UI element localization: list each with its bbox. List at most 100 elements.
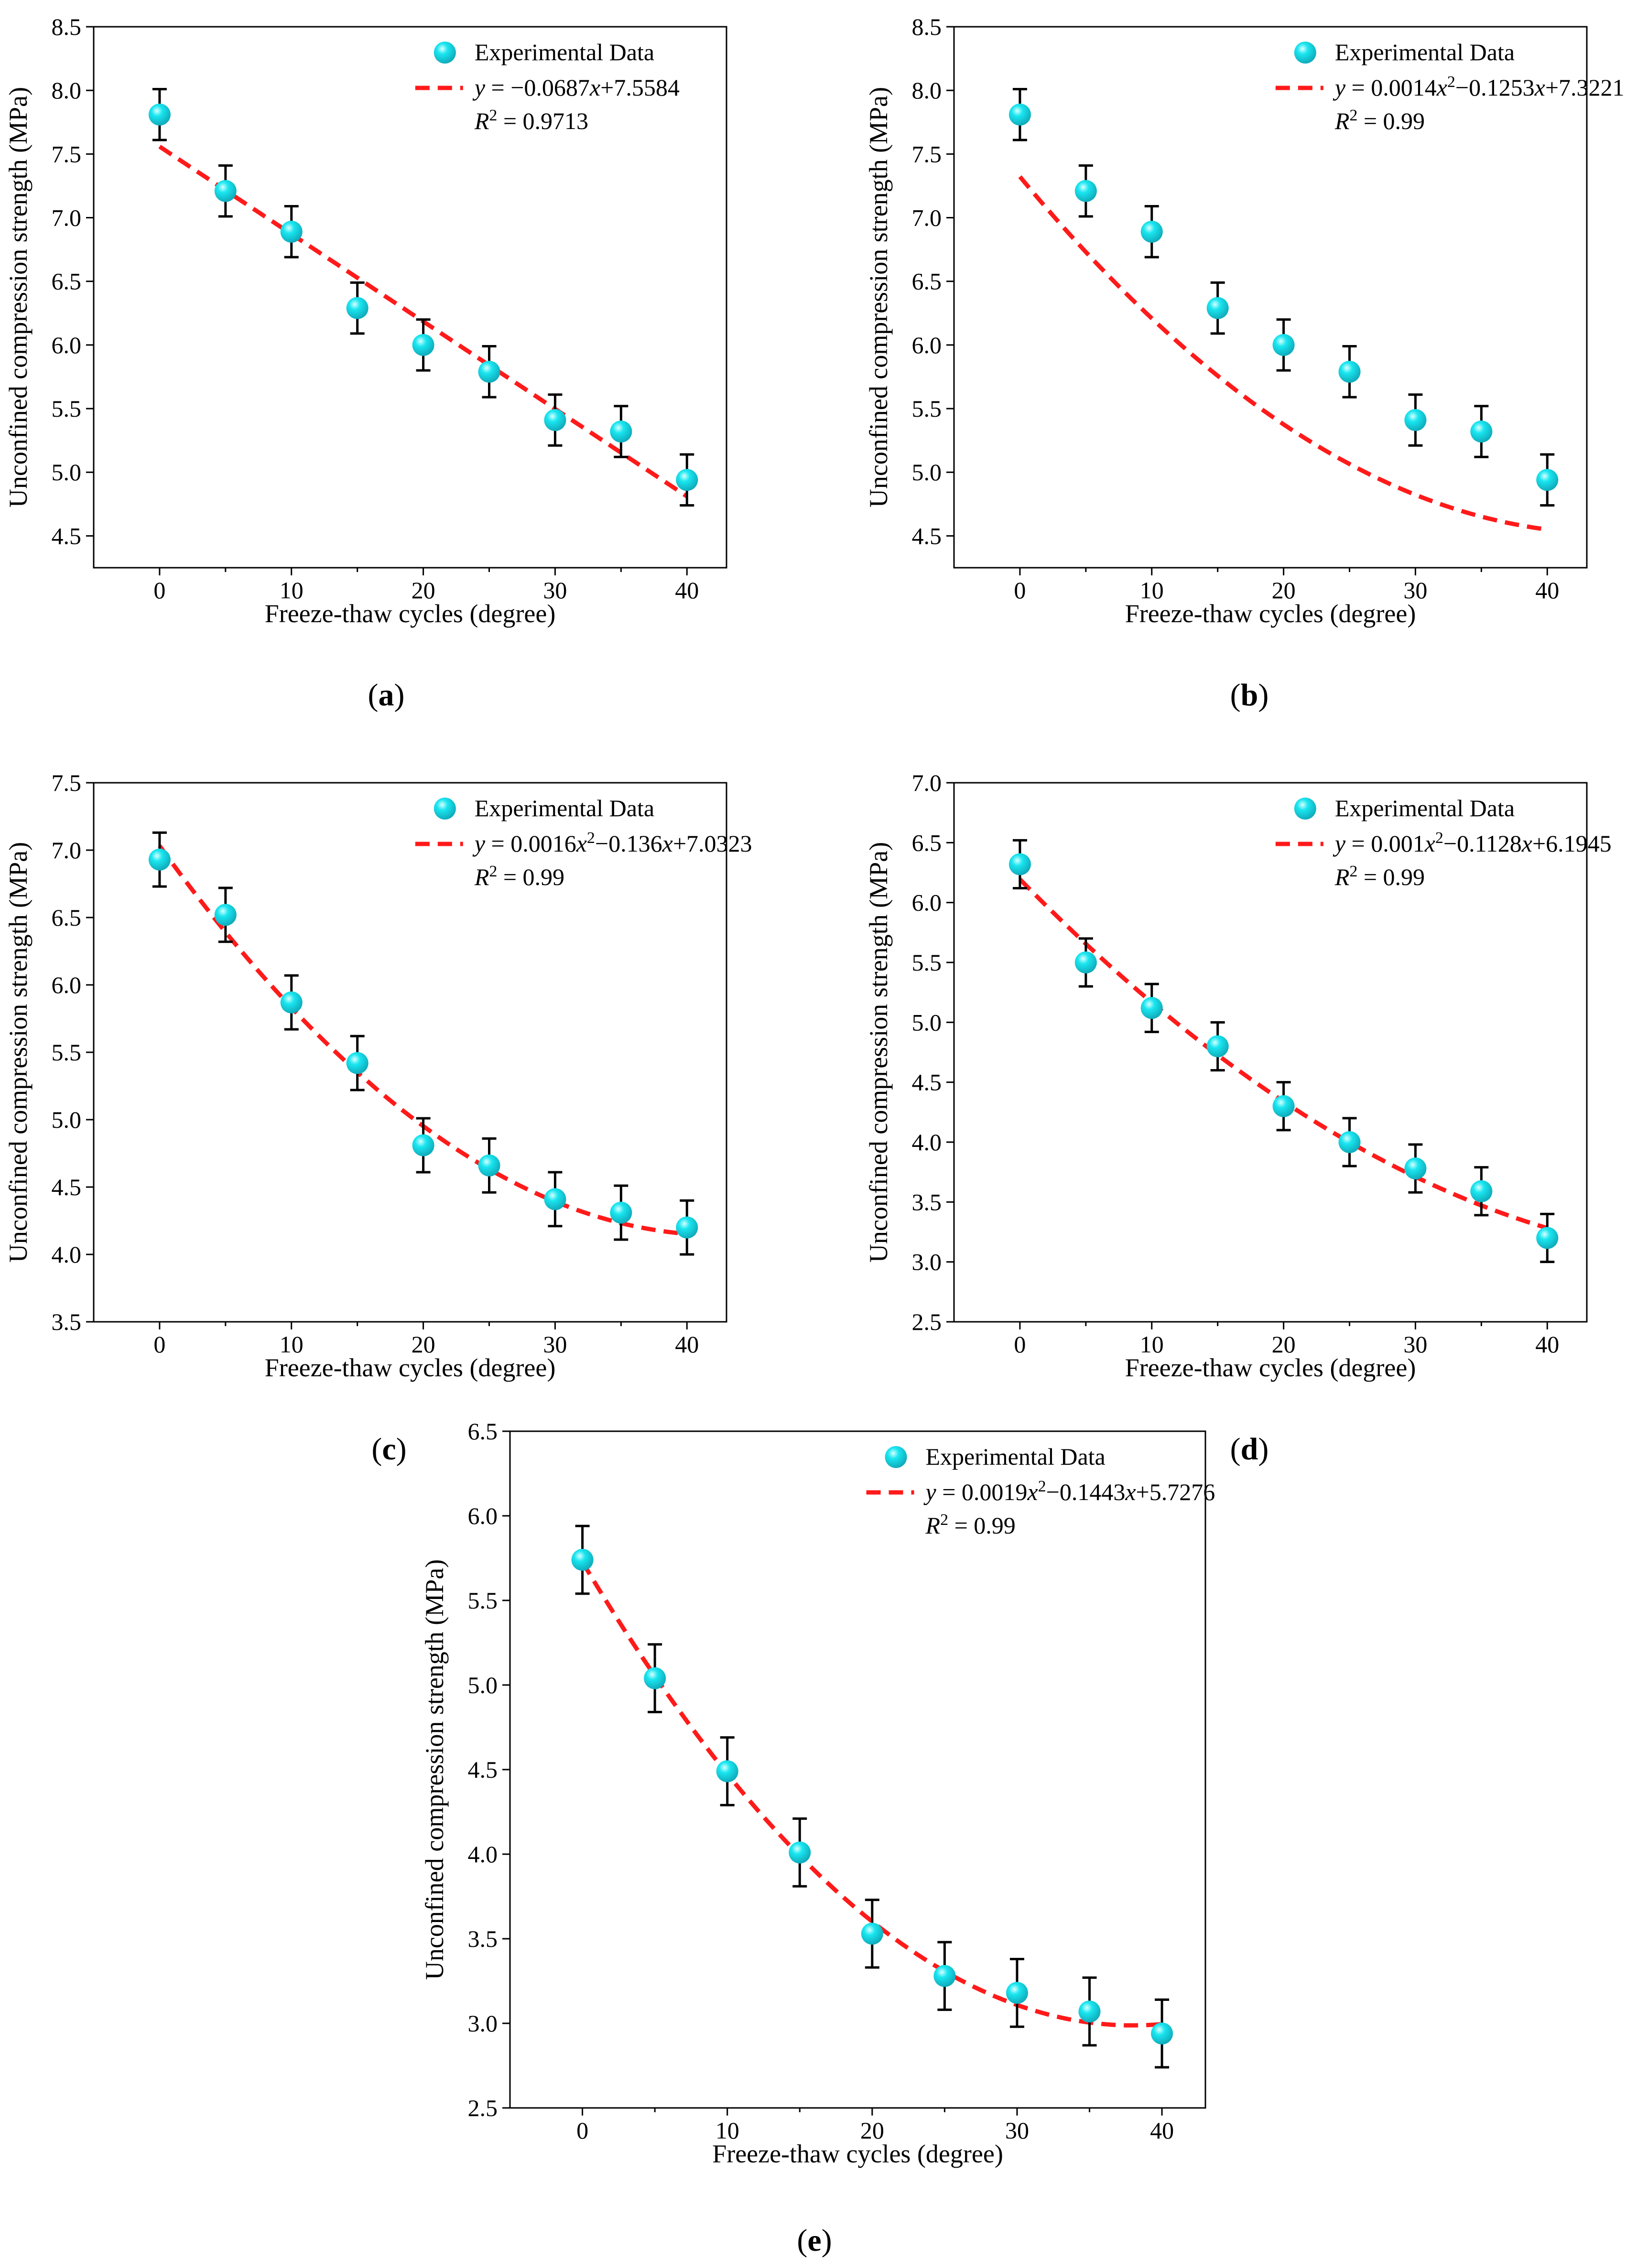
data-point xyxy=(1074,951,1097,973)
legend-marker xyxy=(885,1446,907,1468)
data-point xyxy=(1404,409,1427,432)
y-tick-label: 5.0 xyxy=(52,1106,82,1133)
fit-curve xyxy=(1018,175,1548,532)
y-tick-label: 5.5 xyxy=(52,1039,82,1066)
y-tick-label: 3.5 xyxy=(468,1925,498,1952)
y-tick-label: 5.0 xyxy=(52,459,82,486)
legend-r2: R2 = 0.99 xyxy=(925,1511,1016,1539)
data-point xyxy=(478,1154,500,1177)
y-tick-label: 2.5 xyxy=(468,2095,498,2121)
x-tick-label: 40 xyxy=(675,1331,699,1358)
x-tick-label: 30 xyxy=(543,1331,567,1358)
y-tick-label: 6.5 xyxy=(912,268,942,295)
y-tick-label: 7.5 xyxy=(912,140,942,167)
y-tick-label: 5.0 xyxy=(912,459,942,486)
panel-label: (c) xyxy=(371,1432,406,1467)
panel-label: (b) xyxy=(1230,678,1269,713)
chart-panel-e: 0 10 20 30 40 2.5 3.0 3.5 4.0 4.5 5.0 5.5 6.0 6.5 Free… xyxy=(420,1418,1215,2258)
y-tick-label: 8.0 xyxy=(912,77,942,104)
legend: Experimental Data y = 0.0016x2−0.136x+7.0… xyxy=(415,795,752,890)
panel-label: (a) xyxy=(368,678,405,713)
panel-label: (e) xyxy=(797,2223,832,2258)
y-tick-label: 5.0 xyxy=(468,1672,498,1698)
plot-frame xyxy=(953,782,1588,1323)
data-point xyxy=(861,1922,883,1945)
data-point xyxy=(280,991,303,1014)
y-axis-label: Unconfined compression strength (MPa) xyxy=(864,87,893,508)
x-tick-label: 10 xyxy=(280,1331,304,1358)
x-axis-label: Freeze-thaw cycles (degree) xyxy=(265,599,556,628)
y-tick-label: 5.5 xyxy=(52,395,82,422)
legend-equation: y = 0.001x2−0.1128x+6.1945 xyxy=(1333,829,1612,857)
legend-equation: y = −0.0687x+7.5584 xyxy=(472,74,680,101)
x-tick-label: 40 xyxy=(1150,2117,1174,2144)
x-tick-label: 30 xyxy=(1403,577,1427,604)
plot-frame xyxy=(953,26,1588,569)
data-point xyxy=(1206,1035,1229,1058)
y-tick-label: 5.5 xyxy=(912,949,942,976)
y-tick-label: 6.0 xyxy=(912,332,942,358)
legend-label: Experimental Data xyxy=(475,795,654,821)
data-point xyxy=(933,1965,956,1987)
x-tick-label: 30 xyxy=(1403,1331,1427,1358)
plot-frame xyxy=(93,782,727,1323)
y-tick-label: 4.0 xyxy=(52,1241,82,1268)
data-point xyxy=(280,220,303,243)
y-tick-label: 4.0 xyxy=(912,1129,942,1156)
data-point xyxy=(1272,1095,1295,1117)
x-tick-label: 10 xyxy=(716,2117,739,2144)
data-point xyxy=(148,103,171,126)
plot-frame xyxy=(509,1430,1206,2109)
x-tick-label: 40 xyxy=(1535,577,1559,604)
legend-r2: R2 = 0.99 xyxy=(474,863,564,891)
data-point xyxy=(1536,1227,1559,1249)
fit-curve xyxy=(158,844,687,1236)
legend: Experimental Data y = 0.001x2−0.1128x+6.1… xyxy=(1275,795,1612,891)
x-axis-label: Freeze-thaw cycles (degree) xyxy=(1125,599,1416,628)
y-tick-label: 4.5 xyxy=(52,522,82,549)
data-point xyxy=(412,334,434,356)
panel-label: (d) xyxy=(1230,1432,1269,1467)
y-tick-label: 4.5 xyxy=(912,1069,942,1096)
legend-marker xyxy=(1294,42,1316,64)
x-tick-label: 30 xyxy=(543,577,567,604)
legend-marker xyxy=(1294,798,1316,820)
x-tick-label: 0 xyxy=(1014,1331,1026,1358)
x-tick-label: 10 xyxy=(280,577,304,604)
data-point xyxy=(1404,1157,1427,1180)
legend-r2: R2 = 0.99 xyxy=(1334,863,1425,891)
y-axis-label: Unconfined compression strength (MPa) xyxy=(420,1559,449,1980)
data-point xyxy=(1470,1180,1493,1202)
x-tick-label: 0 xyxy=(153,1331,165,1358)
y-tick-label: 6.5 xyxy=(52,904,82,931)
data-point xyxy=(571,1549,594,1571)
y-tick-label: 5.5 xyxy=(468,1587,498,1614)
y-tick-label: 8.0 xyxy=(52,77,82,104)
y-tick-label: 6.0 xyxy=(52,972,82,998)
y-tick-label: 8.5 xyxy=(52,13,82,40)
y-tick-label: 2.5 xyxy=(912,1308,942,1335)
y-tick-label: 7.0 xyxy=(912,205,942,231)
x-tick-label: 10 xyxy=(1140,577,1164,604)
legend-label: Experimental Data xyxy=(926,1443,1106,1470)
y-tick-label: 3.0 xyxy=(468,2010,498,2037)
data-point xyxy=(1008,103,1031,126)
data-point xyxy=(1338,1131,1361,1153)
data-point xyxy=(610,1201,632,1224)
data-point xyxy=(214,904,237,926)
y-tick-label: 4.0 xyxy=(468,1841,498,1868)
x-tick-label: 20 xyxy=(1272,1331,1296,1358)
data-point xyxy=(1272,334,1295,356)
y-tick-label: 4.5 xyxy=(912,522,942,549)
y-tick-label: 3.5 xyxy=(52,1308,82,1335)
y-tick-label: 3.0 xyxy=(912,1249,942,1275)
legend-marker xyxy=(434,798,456,820)
x-tick-label: 0 xyxy=(1014,577,1026,604)
fit-curve xyxy=(1018,877,1548,1231)
chart-panel-c: 0 10 20 30 40 3.5 4.0 4.5 5.0 5.5 6.0 6.5 7.0 7.5 Free… xyxy=(4,769,752,1467)
data-point xyxy=(148,848,171,871)
y-tick-label: 7.0 xyxy=(912,769,942,796)
x-tick-label: 20 xyxy=(412,577,435,604)
legend-equation: y = 0.0014x2−0.1253x+7.3221 xyxy=(1333,73,1625,101)
